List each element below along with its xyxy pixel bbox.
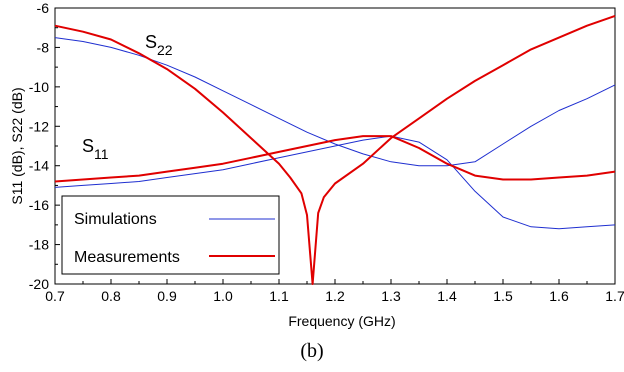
series-layer [54,14,616,285]
x-tick-label: 1.3 [381,288,401,304]
s22-annotation: S22 [145,32,173,58]
ticks-layer: 0.7 0.8 0.9 1.0 1.1 1.2 1.3 1.4 1.5 1.6 1.7 -6 -8 -10… [29,0,624,304]
x-axis-title: Frequency (GHz) [288,313,395,329]
legend-label-measurements: Measurements [74,249,180,266]
y-axis-title: S11 (dB), S22 (dB) [9,87,25,204]
s-parameter-chart: 0.7 0.8 0.9 1.0 1.1 1.2 1.3 1.4 1.5 1.6 1.7 -6 -8 -10… [9,0,624,329]
y-tick-label: -18 [29,237,49,253]
x-tick-label: 1.7 [605,288,624,304]
x-tick-label: 1.1 [269,288,289,304]
y-tick-label: -16 [29,197,49,213]
figure-caption: (b) [300,340,324,362]
legend: Simulations Measurements [61,195,280,275]
x-tick-label: 0.7 [45,288,65,304]
y-tick-label: -20 [29,276,49,292]
x-tick-label: 1.2 [325,288,345,304]
x-tick-label: 0.8 [101,288,121,304]
y-tick-label: -8 [37,39,50,55]
legend-box [61,195,280,275]
x-tick-label: 1.0 [213,288,233,304]
x-tick-label: 1.6 [549,288,569,304]
x-tick-label: 1.4 [437,288,457,304]
s11-annotation: S11 [82,136,109,162]
series-simulations-s11 [54,135,616,230]
y-tick-label: -6 [37,0,50,16]
y-tick-label: -12 [29,118,49,134]
legend-label-simulations: Simulations [74,211,157,228]
x-tick-label: 1.5 [493,288,513,304]
series-measurements-s11 [54,135,616,183]
series-measurements-s22 [54,14,616,285]
y-tick-label: -14 [29,158,49,174]
y-tick-label: -10 [29,79,49,95]
x-tick-label: 0.9 [157,288,177,304]
